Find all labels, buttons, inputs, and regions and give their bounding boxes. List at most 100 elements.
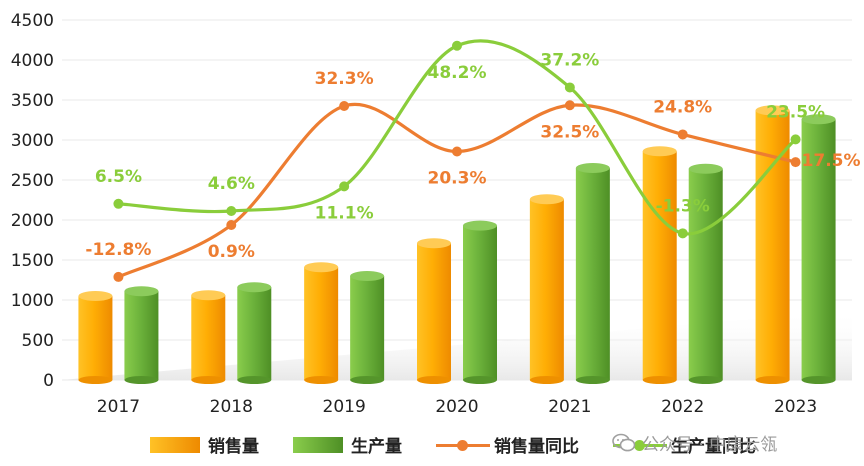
bar-sales (642, 151, 677, 380)
legend-item-sales-yoy[interactable]: 销售量同比 (436, 432, 579, 457)
bar-base (575, 376, 610, 384)
data-label: -12.8% (85, 240, 151, 260)
bar-production (575, 168, 610, 380)
bar-sales (304, 267, 339, 380)
bar-base (688, 376, 723, 384)
bar-cap (191, 290, 226, 301)
y-tick-label: 2500 (11, 171, 54, 191)
data-label: 4.6% (208, 174, 255, 194)
watermark-text: 公众号 · 中康云瓴 (642, 435, 778, 455)
bar-sales (78, 296, 113, 380)
bar-cap (304, 262, 339, 273)
legend-label-production: 生产量 (351, 437, 402, 457)
bar-base (463, 376, 497, 384)
data-label: 48.2% (428, 63, 487, 83)
y-tick-label: 3000 (11, 131, 54, 151)
legend-item-production-yoy[interactable]: 生产量同比 (613, 432, 756, 457)
watermark: 公众号 · 中康云瓴 (612, 430, 777, 455)
y-tick-label: 1500 (11, 251, 54, 271)
bar-base (78, 376, 113, 384)
bar-base (755, 376, 790, 384)
bar-base (642, 376, 677, 384)
y-tick-label: 0 (43, 371, 54, 391)
data-label: 0.9% (208, 242, 255, 262)
line-point (677, 228, 688, 239)
legend-label-sales-yoy: 销售量同比 (494, 437, 579, 457)
data-label: 20.3% (428, 168, 487, 188)
bar-sales (191, 295, 226, 380)
x-tick-label: 2019 (323, 397, 366, 417)
bar-base (237, 376, 272, 384)
bar-production (688, 168, 723, 380)
wechat-icon (612, 433, 636, 451)
line-point (452, 146, 462, 157)
line-point (226, 205, 237, 216)
bar-cap (642, 146, 677, 157)
bar-cap (237, 282, 272, 293)
x-tick-label: 2022 (661, 397, 704, 417)
line-point (113, 271, 124, 282)
bar-cap (350, 271, 385, 281)
line-point (790, 134, 801, 145)
y-tick-label: 500 (22, 331, 54, 351)
bar-base (124, 376, 159, 384)
x-tick-label: 2021 (548, 397, 591, 417)
legend-item-production[interactable]: 生产量 (293, 432, 402, 457)
data-label: 32.3% (315, 69, 374, 89)
data-label: 23.5% (766, 102, 825, 122)
bar-sales (417, 243, 451, 380)
bar-production (350, 276, 385, 380)
bar-cap (755, 105, 790, 116)
legend: 销售量 生产量 销售量同比 生产量同比 (150, 432, 790, 457)
line-point (226, 220, 237, 231)
line-point (564, 100, 575, 111)
y-tick-label: 3500 (11, 91, 54, 111)
data-label: -1.3% (656, 196, 710, 216)
legend-swatch-production-yoy (613, 437, 667, 453)
bar-base (529, 376, 564, 384)
bar-production (237, 287, 272, 380)
data-label: 24.8% (653, 97, 712, 117)
bar-base (304, 376, 339, 384)
bar-production (124, 291, 159, 380)
bar-cap (688, 163, 723, 174)
x-tick-label: 2023 (774, 397, 817, 417)
bar-sales (529, 199, 564, 380)
legend-swatch-sales (150, 436, 200, 453)
line-point (339, 181, 350, 192)
legend-label-sales: 销售量 (208, 437, 259, 457)
data-label: 6.5% (95, 167, 142, 187)
x-tick-label: 2017 (97, 397, 140, 417)
y-tick-label: 4500 (11, 11, 54, 31)
floor-shading (62, 310, 852, 380)
x-tick-label: 2018 (210, 397, 253, 417)
legend-swatch-sales-yoy (436, 437, 490, 453)
line-point (113, 198, 124, 209)
legend-item-sales[interactable]: 销售量 (150, 432, 259, 457)
bar-base (801, 376, 836, 384)
line-point (452, 40, 462, 51)
bar-cap (78, 291, 113, 301)
legend-label-production-yoy: 生产量同比 (671, 437, 756, 457)
x-tick-label: 2020 (435, 397, 478, 417)
bar-cap (575, 163, 610, 173)
legend-swatch-production (293, 436, 343, 453)
bar-cap (417, 238, 451, 249)
line-point (564, 82, 575, 93)
line-point (339, 101, 350, 112)
bar-base (350, 376, 385, 384)
bar-cap (463, 220, 497, 231)
bar-production (801, 119, 836, 380)
data-label: 37.2% (540, 50, 599, 70)
line-point (677, 129, 688, 140)
data-label: 17.5% (802, 151, 861, 171)
bar-cap (529, 194, 564, 205)
line-point (790, 157, 801, 168)
bar-production (463, 225, 497, 380)
data-label: 32.5% (540, 122, 599, 142)
bar-cap (124, 286, 159, 297)
y-tick-label: 2000 (11, 211, 54, 231)
y-tick-label: 1000 (11, 291, 54, 311)
data-label: 11.1% (315, 203, 374, 223)
